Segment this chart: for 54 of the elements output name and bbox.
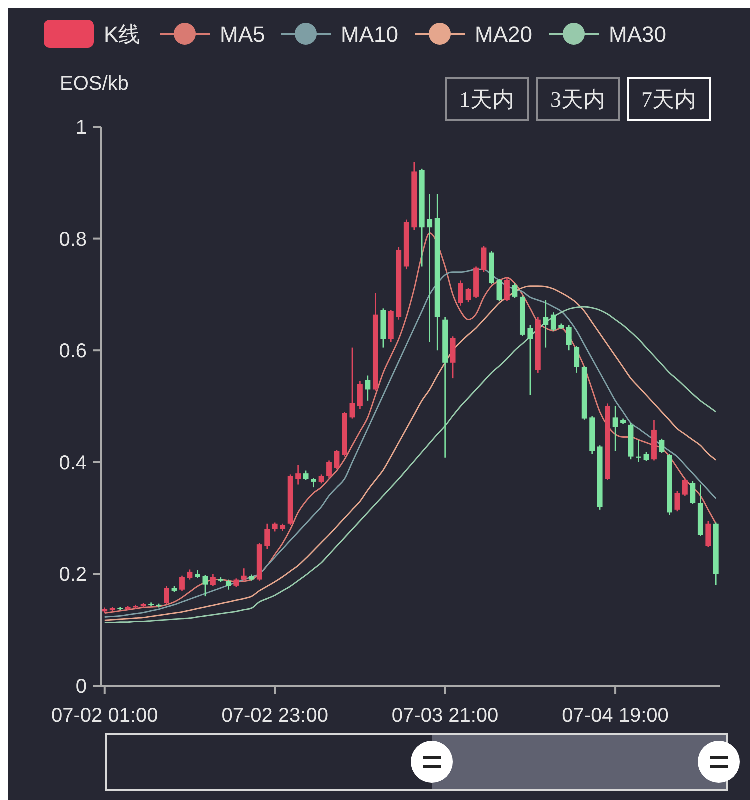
candlestick [682,478,688,497]
x-tick-label: 07-03 21:00 [392,705,499,727]
candlestick [481,245,487,273]
candlestick [311,477,316,488]
candlestick [334,449,340,470]
x-tick-label: 07-02 01:00 [51,705,158,727]
x-tick-label: 07-04 19:00 [562,705,669,727]
candlestick [350,347,356,420]
text: 3天内 [550,87,606,112]
candlestick [690,480,696,505]
candlestick [458,280,464,307]
y-tick-label: 0.2 [59,564,87,586]
candlestick [358,380,363,410]
candlestick [659,438,665,454]
candlestick [543,300,549,348]
candlestick [612,406,618,452]
candlestick [636,439,642,464]
candlestick [504,277,510,302]
candlestick [202,574,208,598]
candlestick [466,287,472,304]
candlestick [187,569,193,580]
y-tick-label: 0.4 [59,452,87,474]
candlestick [528,324,534,396]
legend-label: MA10 [341,22,398,47]
candlestick [226,579,232,590]
candlestick [674,490,680,512]
legend-label: MA20 [475,22,532,47]
y-tick-label: 0.6 [59,340,87,363]
legend-label: MA30 [609,22,666,47]
y-tick-label: 0.8 [59,228,87,251]
candlestick [264,523,270,550]
candlestick [496,278,502,302]
candlestick [574,345,580,374]
candlestick [241,568,247,582]
candlestick [512,282,518,299]
candlestick [550,312,556,332]
candlestick [210,574,216,588]
candlestick [180,575,185,592]
y-tick-label: 1 [76,117,87,139]
candlestick [706,520,712,548]
legend-label: K线 [104,22,141,47]
text: 7天内 [642,87,696,112]
candlestick [365,375,371,402]
legend-label: MA5 [220,22,266,47]
candlestick [303,470,309,481]
y-axis-title: EOS/kb [60,73,129,95]
candlestick [427,193,433,343]
x-tick-label: 07-02 23:00 [222,705,328,727]
candlestick [566,324,572,352]
y-tick-label: 0 [76,676,87,698]
text: 1天内 [460,87,514,112]
candlestick [296,464,302,486]
candlestick [164,586,170,606]
candlestick [326,460,332,479]
